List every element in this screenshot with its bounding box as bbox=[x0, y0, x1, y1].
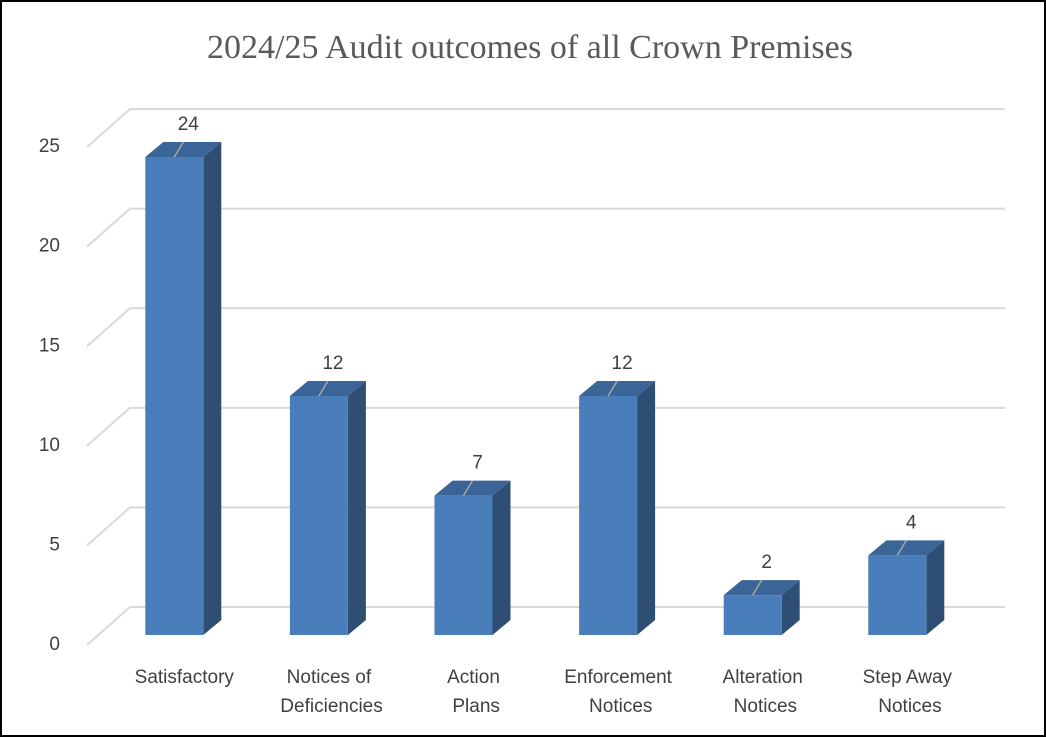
bar bbox=[868, 540, 945, 635]
bar-top bbox=[723, 580, 800, 596]
y-tick-label: 25 bbox=[39, 136, 60, 157]
data-label: 4 bbox=[906, 512, 917, 533]
y-tick-label: 10 bbox=[39, 435, 60, 456]
bar-side bbox=[347, 381, 366, 635]
data-label: 24 bbox=[178, 114, 200, 135]
bar-top bbox=[289, 381, 366, 396]
bar-side bbox=[492, 480, 511, 635]
grid-line bbox=[86, 307, 1005, 347]
grid-line bbox=[86, 406, 1005, 447]
x-tick-label: Satisfactory bbox=[135, 667, 235, 688]
bar bbox=[434, 480, 511, 635]
y-tick-label: 20 bbox=[39, 236, 60, 257]
y-tick-label: 0 bbox=[49, 634, 60, 655]
x-tick-label: Alteration Notices bbox=[723, 667, 803, 717]
data-label: 7 bbox=[472, 453, 483, 474]
grid-line bbox=[86, 606, 1005, 646]
bar bbox=[289, 381, 366, 635]
bar-top bbox=[145, 142, 222, 157]
grid-line bbox=[86, 108, 1005, 148]
grid-line bbox=[86, 506, 1005, 547]
y-tick-label: 5 bbox=[49, 534, 60, 555]
leader-line bbox=[896, 539, 907, 556]
leader-line bbox=[173, 141, 184, 158]
leader-line bbox=[462, 480, 474, 496]
bar bbox=[723, 580, 800, 635]
data-label: 12 bbox=[322, 353, 343, 374]
bar-front bbox=[289, 396, 348, 635]
bar-front bbox=[579, 396, 638, 635]
bar-front bbox=[723, 595, 782, 635]
bar-top bbox=[579, 381, 656, 396]
leader-line bbox=[318, 380, 329, 397]
data-label: 2 bbox=[761, 552, 772, 573]
bar bbox=[579, 381, 656, 635]
bar bbox=[145, 142, 222, 635]
bar-side bbox=[637, 381, 656, 635]
y-tick-label: 15 bbox=[39, 335, 60, 356]
bar-side bbox=[203, 142, 222, 635]
chart-title: 2024/25 Audit outcomes of all Crown Prem… bbox=[207, 29, 853, 66]
grid-line bbox=[86, 207, 1005, 248]
leader-line bbox=[752, 579, 763, 596]
bar-top bbox=[434, 480, 511, 496]
bar-side bbox=[781, 580, 800, 635]
bar-front bbox=[868, 555, 927, 635]
bar-front bbox=[145, 157, 204, 635]
bar-front bbox=[434, 495, 493, 635]
data-label: 12 bbox=[612, 353, 633, 374]
x-tick-label: Notices of Deficiencies bbox=[275, 667, 383, 717]
bar-side bbox=[926, 540, 945, 635]
leader-line bbox=[607, 380, 618, 397]
x-tick-label: Step Away Notices bbox=[863, 667, 953, 717]
x-tick-label: Enforcement Notices bbox=[564, 667, 672, 717]
x-tick-label: Action Plans bbox=[447, 667, 500, 717]
bar-top bbox=[868, 540, 945, 556]
